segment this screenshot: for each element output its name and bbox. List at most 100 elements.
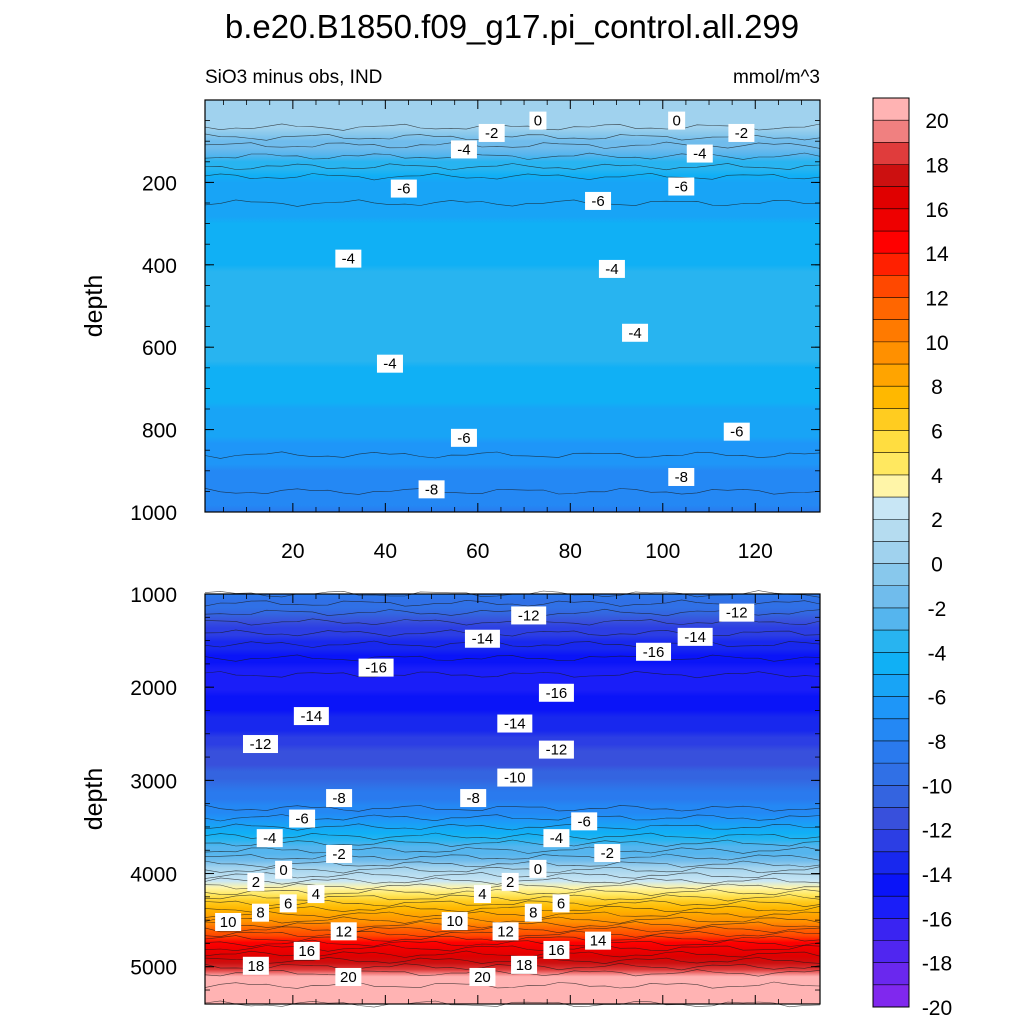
top-contour-line	[204, 451, 821, 459]
bottom-contour-label-box	[330, 922, 357, 941]
bottom-contour-label-box	[501, 872, 519, 891]
top-contour-label: -4	[628, 325, 641, 342]
bottom-contour-label-box	[585, 931, 612, 950]
top-contour-field	[205, 100, 820, 512]
top-contour-label: 0	[534, 113, 542, 130]
colorbar-swatch	[873, 430, 909, 454]
colorbar-swatch	[873, 785, 909, 808]
bottom-contour-label-box	[571, 812, 598, 831]
bottom-contour-label: 0	[279, 862, 287, 879]
bottom-contour-label-box	[293, 707, 329, 726]
colorbar-label: 0	[931, 554, 943, 577]
bottom-contour-label-box	[543, 829, 570, 848]
colorbar-swatch	[873, 940, 909, 963]
colorbar-swatch	[873, 142, 909, 165]
colorbar-swatch	[873, 718, 909, 742]
top-contour-label-box	[450, 428, 477, 447]
bottom-contour-label-box	[242, 956, 269, 975]
bottom-contour-line	[204, 832, 821, 840]
bottom-contour-line	[204, 846, 821, 854]
bottom-contour-label-box	[358, 658, 394, 677]
bottom-contour-label: -6	[578, 813, 591, 830]
bottom-contour-line	[204, 939, 821, 948]
bottom-contour-label-box	[511, 955, 538, 974]
colorbar-swatch	[873, 896, 909, 919]
top-contour-label: 0	[672, 113, 680, 130]
top-y-tick-label: 200	[142, 172, 177, 195]
bottom-contour-label: 16	[298, 943, 315, 960]
colorbar-swatch	[873, 851, 909, 875]
top-y-tick-label: 400	[142, 255, 177, 278]
bottom-panel: -12 -12 -14 -14 -16 -16 -16 -14 -14 -12 -12 -10 -8 -8…	[80, 584, 821, 1008]
bottom-contour-label-box	[215, 913, 242, 931]
top-units-label: mmol/m^3	[733, 67, 820, 88]
bottom-contour-label: 20	[474, 969, 491, 986]
top-contour-label-box	[376, 354, 403, 373]
colorbar-label: 12	[925, 288, 948, 311]
top-contour-line	[204, 488, 821, 495]
colorbar-label: -18	[922, 953, 952, 976]
bottom-contour-label: -2	[601, 845, 614, 862]
top-contour-label-box	[529, 111, 547, 130]
colorbar-swatch	[873, 873, 909, 897]
bottom-contour-label: 2	[252, 874, 260, 891]
top-y-tick-label: 1000	[130, 502, 177, 525]
bottom-contour-label: -6	[295, 811, 308, 828]
bottom-contour-line	[204, 839, 821, 847]
top-y-tick-label: 600	[142, 337, 177, 360]
bottom-contour-label: -14	[301, 708, 323, 725]
top-contour-label-box	[598, 259, 625, 278]
colorbar-label: -10	[922, 775, 952, 798]
top-panel: SiO3 minus obs, IND mmol/m^3 0 0-2 -2-4 -4-…	[80, 67, 821, 563]
bottom-contour-label: -12	[518, 607, 540, 624]
colorbar-label: -20	[922, 997, 952, 1020]
top-contour-label-box	[668, 467, 695, 486]
bottom-contour-label: -12	[546, 742, 568, 759]
colorbar-swatch	[873, 519, 909, 542]
bottom-contour-label-box	[543, 940, 570, 959]
colorbar-label: 6	[931, 421, 943, 444]
colorbar-swatch	[873, 231, 909, 254]
bottom-contour-label-box	[497, 768, 533, 787]
bottom-contour-label: -10	[504, 770, 526, 787]
colorbar-label: -16	[922, 908, 952, 931]
bottom-contour-label: 8	[256, 905, 264, 922]
top-contour-label-box	[668, 111, 686, 130]
colorbar-swatch	[873, 674, 909, 697]
bottom-y-tick-label: 4000	[130, 864, 177, 887]
bottom-contour-label: -8	[467, 790, 480, 807]
colorbar-label: 4	[931, 465, 943, 488]
top-contour-label-box	[335, 249, 362, 268]
colorbar-label: -6	[928, 687, 947, 710]
bottom-contour-label: 2	[506, 874, 514, 891]
bottom-contour-label: -12	[726, 605, 748, 622]
top-contour-label-box	[686, 144, 713, 163]
colorbar-swatch	[873, 918, 909, 941]
bottom-contour-label-box	[251, 903, 269, 922]
bottom-contour-label: 12	[497, 923, 514, 940]
colorbar-label: 18	[925, 155, 948, 178]
bottom-contour-label-box	[279, 894, 297, 913]
bottom-contour-line	[204, 823, 821, 831]
bottom-contour-label-box	[469, 967, 496, 986]
colorbar-swatch	[873, 474, 909, 498]
bottom-contour-line	[204, 969, 821, 977]
bottom-contour-label-box	[511, 606, 547, 625]
bottom-contour-label: -14	[684, 629, 706, 646]
bottom-contour-label-box	[529, 859, 547, 878]
colorbar: 20181614121086420-2-4-6-8-10-12-14-16-18…	[872, 97, 952, 1020]
colorbar-swatch	[873, 364, 909, 387]
bottom-contour-line	[204, 905, 821, 913]
bottom-contour-label-box	[460, 789, 487, 808]
top-contour-line	[204, 199, 821, 207]
colorbar-swatch	[873, 829, 909, 853]
colorbar-swatch	[873, 696, 909, 720]
top-contour-label-box	[418, 480, 445, 499]
top-x-tick-label: 20	[281, 540, 304, 563]
colorbar-label: -4	[928, 642, 947, 665]
bottom-contour-line	[204, 629, 821, 637]
bottom-y-tick-label: 2000	[130, 677, 177, 700]
colorbar-swatch	[873, 319, 909, 343]
bottom-contour-label: -16	[365, 660, 387, 677]
colorbar-swatch	[873, 186, 909, 210]
